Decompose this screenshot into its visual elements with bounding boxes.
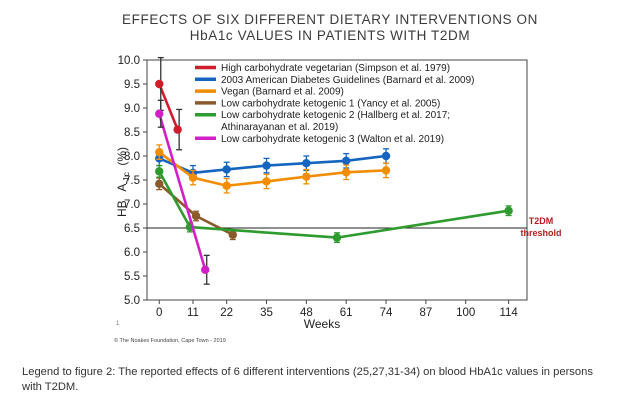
- series: [155, 56, 183, 151]
- data-point: [188, 173, 198, 182]
- series-line: [158, 113, 207, 271]
- data-point: [222, 181, 231, 190]
- x-tick-label: 48: [300, 307, 313, 319]
- y-tick-label: 9.5: [124, 79, 140, 91]
- data-point: [302, 159, 311, 168]
- data-point: [332, 233, 342, 242]
- x-tick-label: 11: [187, 307, 199, 319]
- data-point: [191, 211, 201, 221]
- threshold-label-line1: T2DM: [529, 216, 554, 226]
- data-point: [155, 109, 164, 118]
- y-axis-label-sub: 1c: [121, 171, 131, 181]
- x-tick-label: 61: [340, 307, 353, 319]
- y-tick-label: 8.5: [124, 127, 140, 139]
- y-tick-label: 7.5: [124, 175, 140, 187]
- series: [155, 144, 391, 194]
- y-tick-label: 10.0: [118, 55, 140, 67]
- data-point: [302, 172, 311, 181]
- x-tick-label: 35: [260, 307, 273, 319]
- x-tick-label: 22: [220, 307, 233, 319]
- data-point: [155, 167, 164, 176]
- data-point: [155, 179, 164, 189]
- y-tick-label: 5.5: [124, 271, 140, 283]
- series-line: [158, 170, 509, 239]
- data-point: [173, 125, 182, 134]
- series-line: [158, 83, 179, 131]
- series: [155, 164, 513, 244]
- legend-label: High carbohydrate vegetarian (Simpson et…: [221, 63, 450, 74]
- data-point: [381, 151, 391, 161]
- y-tick-label: 9.0: [124, 103, 140, 115]
- data-point: [262, 177, 271, 186]
- x-axis-label: Weeks: [304, 317, 340, 331]
- legend-label: Low carbohydrate ketogenic 2 (Hallberg e…: [221, 110, 450, 121]
- x-tick-label: 87: [419, 307, 432, 319]
- data-point: [341, 168, 351, 177]
- y-axis-label: HB A 1c (%): [115, 147, 132, 217]
- copyright-note: © The Noakes Foundation, Cape Town - 201…: [114, 337, 226, 344]
- series-layer: [155, 56, 513, 285]
- data-point: [222, 165, 231, 174]
- data-point: [381, 166, 391, 175]
- data-point: [504, 206, 513, 215]
- series: [155, 99, 210, 285]
- figure-caption: Legend to figure 2: The reported effects…: [22, 366, 593, 393]
- data-point: [262, 161, 271, 170]
- x-tick-label: 114: [499, 307, 518, 319]
- y-tick-label: 7.0: [124, 199, 140, 211]
- y-axis-label-unit: (%): [115, 147, 129, 166]
- legend: High carbohydrate vegetarian (Simpson et…: [195, 63, 474, 145]
- data-point: [155, 147, 164, 157]
- x-tick-label: 100: [456, 307, 475, 319]
- legend-label: Vegan (Barnard et al. 2009): [221, 87, 344, 98]
- data-point: [341, 156, 351, 165]
- y-tick-label: 6.5: [124, 223, 140, 235]
- legend-label: Athinarayanan et al. 2019): [221, 122, 338, 133]
- x-axis: 0 11 22 35 48 61 74 87 100 114: [156, 300, 518, 319]
- legend-label: Low carbohydrate ketogenic 1 (Yancy et a…: [221, 98, 440, 109]
- y-axis-label-main: A: [115, 184, 129, 192]
- data-point: [228, 230, 238, 239]
- x-tick-label: 74: [380, 307, 393, 319]
- data-point: [201, 265, 210, 274]
- threshold-label-line2: threshold: [520, 228, 561, 238]
- chart-title-line1: EFFECTS OF SIX DIFFERENT DIETARY INTERVE…: [122, 12, 538, 27]
- y-tick-label: 8.0: [124, 151, 140, 163]
- legend-label: 2003 American Diabetes Guidelines (Barna…: [221, 75, 474, 86]
- x-tick-label: 0: [156, 307, 162, 319]
- data-point: [155, 79, 164, 89]
- y-axis: 5.0 5.5 6.0 6.5 7.0 7.5 8.0 8.5 9.0 9.5 10.0: [118, 55, 147, 307]
- axis-origin-mark: 1: [116, 321, 120, 327]
- chart-title-line2: HbA1c VALUES IN PATIENTS WITH T2DM: [190, 28, 470, 43]
- legend-label: Low carbohydrate ketogenic 3 (Walton et …: [221, 134, 444, 145]
- y-tick-label: 5.0: [124, 295, 140, 307]
- y-axis-label-prefix: HB: [115, 200, 129, 217]
- y-tick-label: 6.0: [124, 247, 140, 259]
